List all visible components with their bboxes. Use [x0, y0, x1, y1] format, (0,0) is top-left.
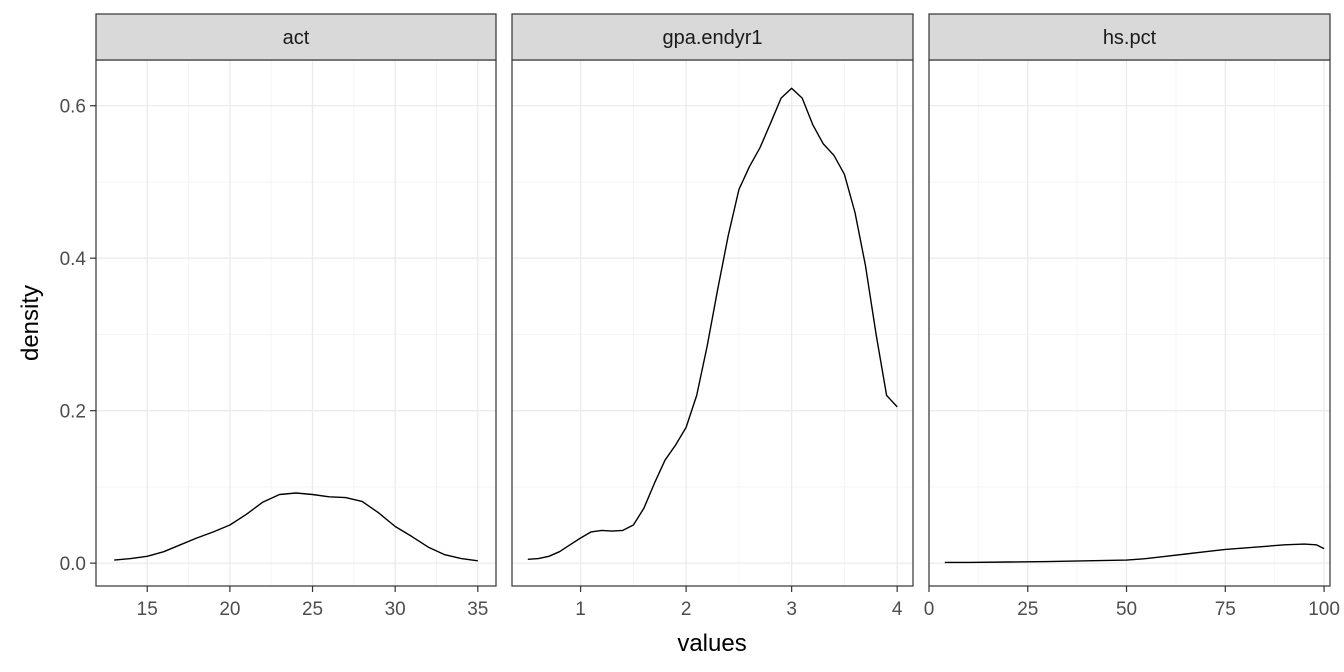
- x-tick-label: 75: [1215, 599, 1236, 620]
- x-tick-label: 1: [575, 599, 586, 620]
- facet-strip: [511, 13, 914, 61]
- density-line: [114, 492, 478, 562]
- panel-background: [96, 60, 496, 586]
- x-tick-label: 100: [1308, 599, 1340, 620]
- x-tick-label: 25: [302, 599, 323, 620]
- facet-strip-label: hs.pct: [1103, 27, 1157, 49]
- facet-panel-act: act 15 20 25 30 35: [95, 13, 497, 620]
- x-tick-label: 3: [786, 599, 797, 620]
- x-tick-label: 25: [1017, 599, 1038, 620]
- density-line: [527, 87, 898, 560]
- y-tick-label: 0.6: [60, 97, 86, 118]
- facet-panel-gpa-endyr1: gpa.endyr1 1 2 3 4: [511, 13, 914, 620]
- y-axis: 0.0 0.2 0.4 0.6: [60, 97, 96, 575]
- facet-strip-label: gpa.endyr1: [662, 27, 762, 49]
- x-tick-label: 20: [219, 599, 240, 620]
- x-tick-label: 4: [892, 599, 903, 620]
- x-tick-label: 50: [1116, 599, 1137, 620]
- y-axis-title: density: [17, 285, 44, 361]
- x-tick-label: 35: [467, 599, 488, 620]
- x-tick-label: 0: [924, 599, 935, 620]
- y-tick-label: 0.0: [60, 554, 86, 575]
- facet-panel-hs-pct: hs.pct 0 25 50 75 100: [924, 13, 1340, 620]
- panel-background: [929, 60, 1330, 586]
- y-tick-label: 0.2: [60, 402, 86, 423]
- facet-strip: [928, 13, 1331, 61]
- facet-strip-label: act: [283, 27, 310, 49]
- x-axis-title: values: [677, 630, 746, 657]
- facet-panels: act 15 20 25 30 35 gpa.endyr1 1 2 3 4 hs.pct 0 25 50 75…: [95, 13, 1340, 620]
- panel-background: [512, 60, 913, 586]
- x-tick-label: 2: [681, 599, 692, 620]
- y-tick-label: 0.4: [60, 249, 87, 270]
- facet-strip: [95, 13, 497, 61]
- x-tick-label: 30: [385, 599, 406, 620]
- density-line: [944, 543, 1325, 564]
- x-tick-label: 15: [137, 599, 158, 620]
